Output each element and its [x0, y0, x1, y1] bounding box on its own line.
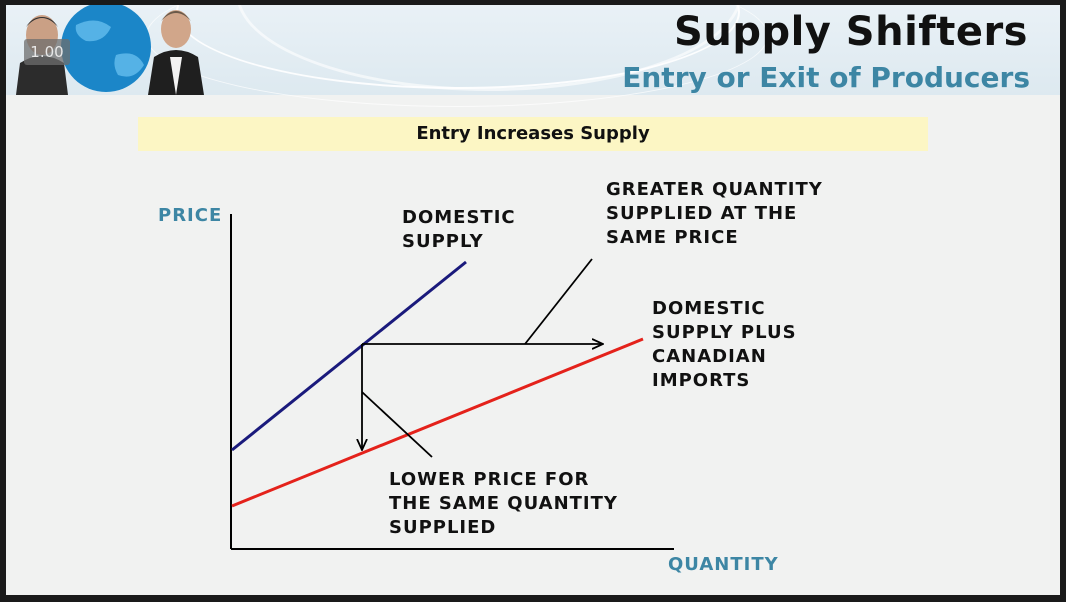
greater-quantity-label-line: SAME PRICE [606, 227, 739, 248]
header: 1.00 Supply Shifters Entry or Exit of Pr… [6, 5, 1060, 107]
domestic-supply-line [231, 260, 467, 452]
combined-supply-line [231, 337, 644, 508]
playback-speed-badge[interactable]: 1.00 [24, 39, 70, 65]
slide-subtitle: Entry or Exit of Producers [622, 61, 1030, 94]
domestic-supply-label-line: SUPPLY [402, 231, 484, 252]
presenter-right [148, 10, 204, 95]
presenters-photo [16, 5, 204, 95]
lower-price-pointer [361, 391, 433, 458]
y-axis-label: PRICE [158, 205, 222, 226]
lower-price-label-line: SUPPLIED [389, 517, 496, 538]
greater-quantity-pointer [524, 258, 593, 345]
lower-price-label-line: LOWER PRICE FOR [389, 469, 589, 490]
combined-supply-label-line: IMPORTS [652, 370, 750, 391]
combined-supply-label-line: CANADIAN [652, 346, 767, 367]
greater-quantity-label-line: GREATER QUANTITY [606, 179, 823, 200]
combined-supply-label: DOMESTIC SUPPLY PLUS CANADIAN IMPORTS [652, 298, 797, 391]
topic-banner: Entry Increases Supply [138, 117, 928, 151]
lower-price-label-line: THE SAME QUANTITY [389, 493, 618, 514]
x-axis-label: QUANTITY [668, 554, 779, 575]
greater-quantity-label: GREATER QUANTITY SUPPLIED AT THE SAME PR… [606, 179, 823, 248]
domestic-supply-label-line: DOMESTIC [402, 207, 516, 228]
combined-supply-label-line: SUPPLY PLUS [652, 322, 797, 343]
combined-supply-label-line: DOMESTIC [652, 298, 766, 319]
slide: 1.00 Supply Shifters Entry or Exit of Pr… [6, 5, 1060, 595]
greater-quantity-label-line: SUPPLIED AT THE [606, 203, 797, 224]
domestic-supply-label: DOMESTIC SUPPLY [402, 207, 516, 252]
lower-price-label: LOWER PRICE FOR THE SAME QUANTITY SUPPLI… [389, 469, 618, 538]
slide-title: Supply Shifters [674, 9, 1028, 55]
